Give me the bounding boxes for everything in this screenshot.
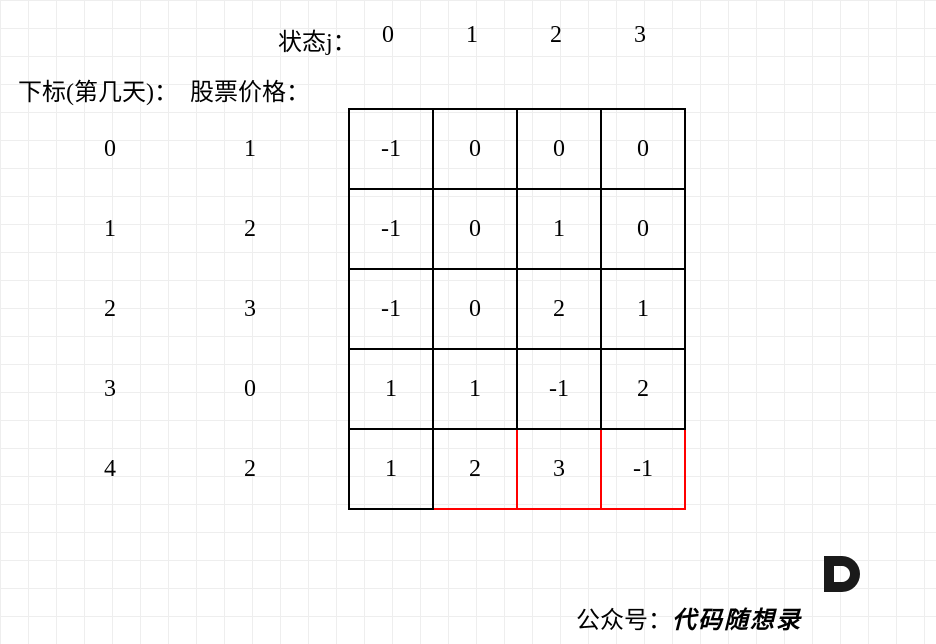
state-j-label: 状态j： <box>278 22 357 57</box>
watermark-text: 公众号：代码随想录 <box>576 600 802 635</box>
dp-cell-2-3: 1 <box>601 269 685 349</box>
dp-cell-4-3: -1 <box>601 429 685 509</box>
price-3: 0 <box>220 376 280 403</box>
dp-cell-4-1: 2 <box>433 429 517 509</box>
dp-cell-4-0: 1 <box>349 429 433 509</box>
table-row: -1 0 2 1 <box>349 269 685 349</box>
state-col-3: 3 <box>600 22 680 49</box>
watermark-prefix: 公众号： <box>576 607 672 634</box>
logo-icon <box>824 556 864 592</box>
dp-cell-2-2: 2 <box>517 269 601 349</box>
table-row: 1 1 -1 2 <box>349 349 685 429</box>
index-0: 0 <box>80 136 140 163</box>
dp-table: -1 0 0 0 -1 0 1 0 -1 0 2 1 1 1 -1 2 1 2 … <box>348 108 686 510</box>
watermark-name: 代码随想录 <box>672 607 802 634</box>
dp-cell-1-1: 0 <box>433 189 517 269</box>
dp-cell-0-1: 0 <box>433 109 517 189</box>
dp-cell-0-2: 0 <box>517 109 601 189</box>
state-col-2: 2 <box>516 22 596 49</box>
dp-cell-1-0: -1 <box>349 189 433 269</box>
dp-cell-3-1: 1 <box>433 349 517 429</box>
price-header: 股票价格： <box>190 72 310 107</box>
table-row: -1 0 1 0 <box>349 189 685 269</box>
index-2: 2 <box>80 296 140 323</box>
table-row: -1 0 0 0 <box>349 109 685 189</box>
dp-cell-3-2: -1 <box>517 349 601 429</box>
dp-cell-2-0: -1 <box>349 269 433 349</box>
dp-cell-4-2: 3 <box>517 429 601 509</box>
price-4: 2 <box>220 456 280 483</box>
price-2: 3 <box>220 296 280 323</box>
dp-cell-0-3: 0 <box>601 109 685 189</box>
table-row: 1 2 3 -1 <box>349 429 685 509</box>
price-1: 2 <box>220 216 280 243</box>
state-col-0: 0 <box>348 22 428 49</box>
dp-cell-0-0: -1 <box>349 109 433 189</box>
index-1: 1 <box>80 216 140 243</box>
index-4: 4 <box>80 456 140 483</box>
index-3: 3 <box>80 376 140 403</box>
dp-cell-1-2: 1 <box>517 189 601 269</box>
dp-cell-3-3: 2 <box>601 349 685 429</box>
dp-cell-3-0: 1 <box>349 349 433 429</box>
dp-cell-1-3: 0 <box>601 189 685 269</box>
state-col-1: 1 <box>432 22 512 49</box>
price-0: 1 <box>220 136 280 163</box>
index-header: 下标(第几天)： <box>18 72 178 107</box>
dp-cell-2-1: 0 <box>433 269 517 349</box>
